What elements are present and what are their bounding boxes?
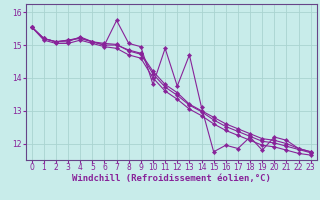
X-axis label: Windchill (Refroidissement éolien,°C): Windchill (Refroidissement éolien,°C) bbox=[72, 174, 271, 183]
